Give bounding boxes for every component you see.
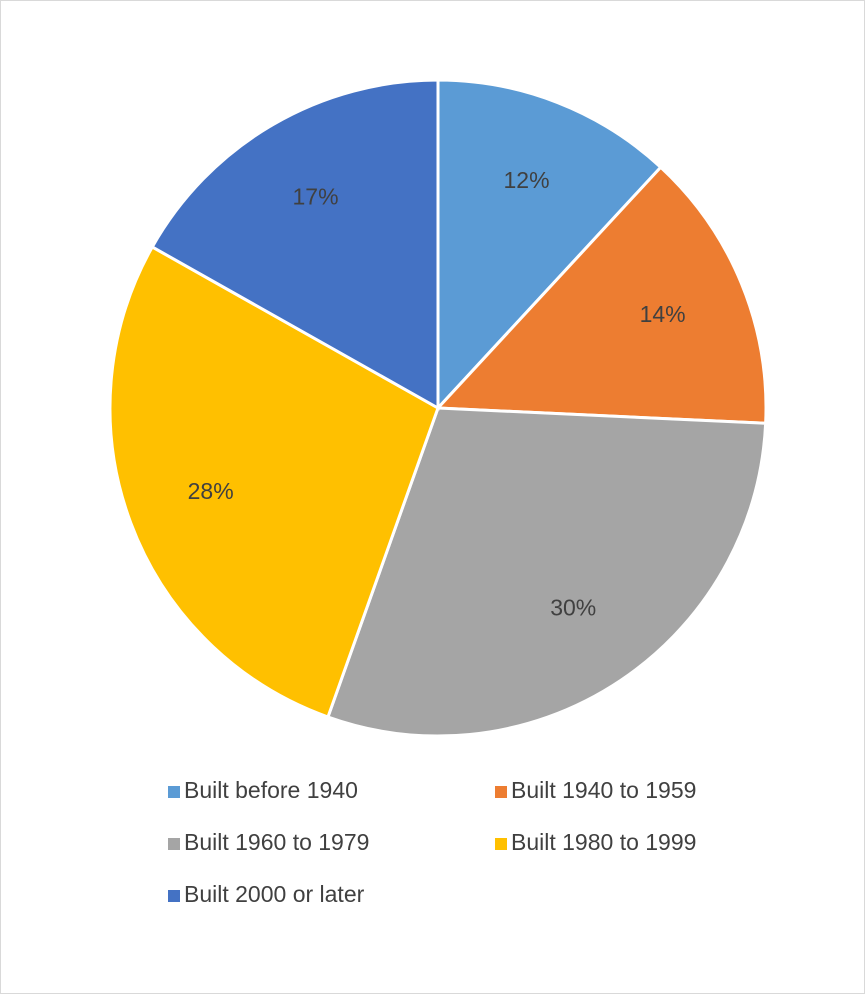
legend-label: Built before 1940	[184, 777, 358, 803]
legend-label: Built 2000 or later	[184, 881, 365, 907]
data-label: 30%	[550, 595, 596, 621]
pie-slice	[434, 165, 768, 425]
legend-swatch	[495, 838, 507, 850]
legend-label: Built 1980 to 1999	[511, 829, 696, 855]
pie-slice	[436, 78, 663, 412]
data-label: 28%	[188, 478, 234, 504]
pie-slice	[150, 78, 440, 411]
legend-swatch	[168, 786, 180, 798]
legend-swatch	[168, 890, 180, 902]
legend-swatch	[495, 786, 507, 798]
legend-swatch	[168, 838, 180, 850]
legend-label: Built 1960 to 1979	[184, 829, 369, 855]
pie-slice	[326, 406, 768, 738]
pie-slice	[108, 244, 440, 719]
legend-label: Built 1940 to 1959	[511, 777, 696, 803]
data-label: 17%	[293, 184, 339, 210]
data-label: 12%	[503, 167, 549, 193]
data-label: 14%	[640, 301, 686, 327]
